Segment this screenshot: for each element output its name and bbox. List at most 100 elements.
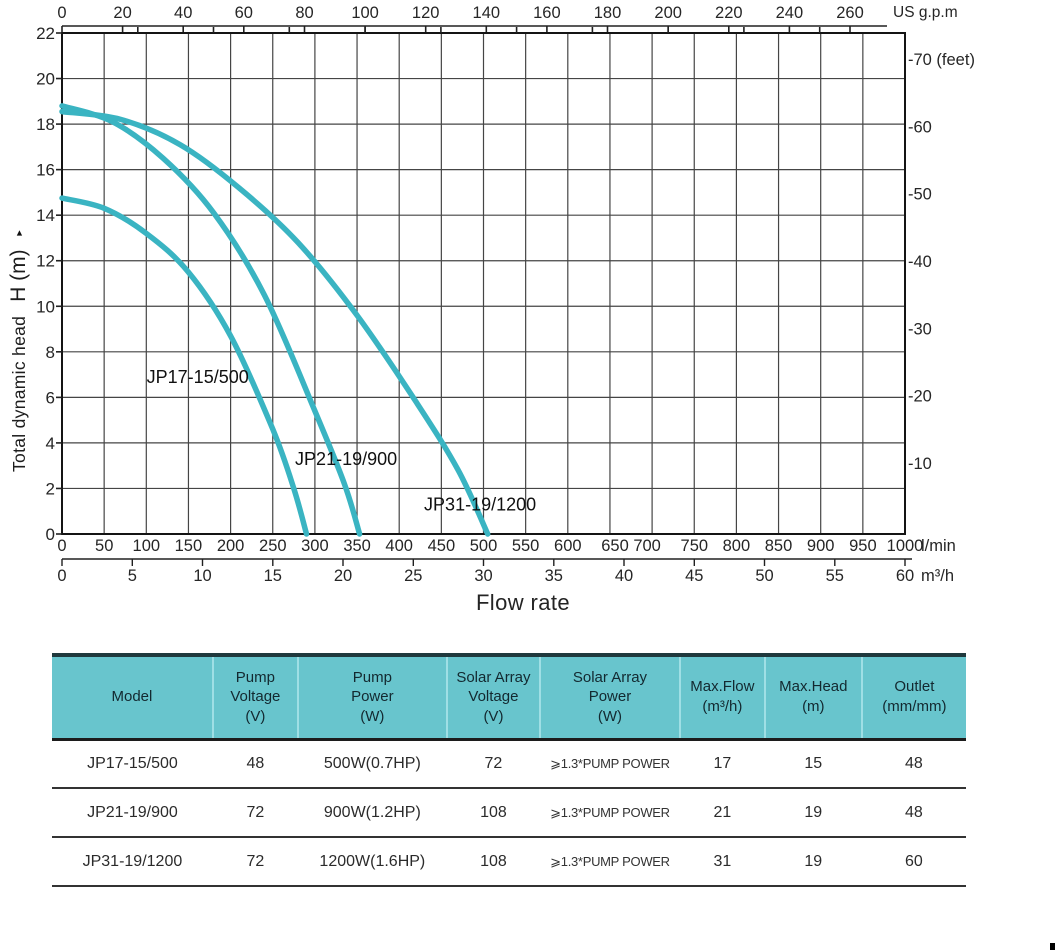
curve-label: JP31-19/1200 <box>424 494 536 514</box>
svg-text:40: 40 <box>174 4 192 22</box>
y-axis-title: Total dynamic head H (m) ► <box>2 104 36 472</box>
svg-text:10: 10 <box>36 297 55 316</box>
cell-pump-power: 500W(0.7HP) <box>297 739 447 789</box>
svg-text:80: 80 <box>295 4 313 22</box>
svg-text:12: 12 <box>36 252 55 271</box>
svg-text:15: 15 <box>264 567 282 585</box>
svg-text:50: 50 <box>755 567 773 585</box>
svg-text:5: 5 <box>128 567 137 585</box>
svg-text:22: 22 <box>36 24 55 43</box>
cell-pump-voltage: 48 <box>212 739 298 789</box>
svg-text:16: 16 <box>36 161 55 180</box>
table-header-row: Model Pump Voltage (V) Pump Power (W) Solar … <box>52 653 966 741</box>
svg-text:700: 700 <box>633 537 661 555</box>
cell-pump-power: 900W(1.2HP) <box>297 788 447 838</box>
svg-text:400: 400 <box>385 537 413 555</box>
svg-text:0: 0 <box>57 4 66 22</box>
svg-text:60: 60 <box>896 567 914 585</box>
svg-text:600: 600 <box>554 537 582 555</box>
svg-text:-70 (feet): -70 (feet) <box>908 51 975 69</box>
m3h-axis: 0 5 10 15 20 25 30 35 40 45 50 55 60 m³/h <box>57 558 954 585</box>
svg-text:6: 6 <box>46 388 55 407</box>
svg-text:300: 300 <box>301 537 329 555</box>
cell-pump-power: 1200W(1.6HP) <box>297 837 447 887</box>
curve-label: JP21-19/900 <box>295 449 397 469</box>
cell-pump-voltage: 72 <box>212 788 298 838</box>
head-m-axis: 0 2 4 6 8 10 12 14 16 18 20 22 <box>36 24 62 544</box>
lmin-axis: 0 50 100 150 200 250 300 350 400 450 500 550 600 650 7… <box>57 537 955 555</box>
table-row: JP21-19/900 72 900W(1.2HP) 108 ⩾1.3*PUMP… <box>52 788 966 838</box>
col-header-solar-array-power: Solar Array Power (W) <box>539 653 680 741</box>
table-row: JP17-15/500 48 500W(0.7HP) 72 ⩾1.3*PUMP … <box>52 739 966 789</box>
svg-text:450: 450 <box>428 537 456 555</box>
svg-text:20: 20 <box>113 4 131 22</box>
pump-curves <box>59 103 491 537</box>
curve-labels: JP17-15/500 JP21-19/900 JP31-19/1200 <box>147 367 536 515</box>
svg-text:120: 120 <box>412 4 440 22</box>
cell-max-flow: 31 <box>679 837 765 887</box>
svg-text:250: 250 <box>259 537 287 555</box>
svg-text:14: 14 <box>36 206 55 225</box>
svg-text:200: 200 <box>654 4 682 22</box>
svg-text:-60: -60 <box>908 118 932 136</box>
x-axis-title: Flow rate <box>475 590 571 615</box>
svg-text:25: 25 <box>404 567 422 585</box>
svg-text:650: 650 <box>601 537 629 555</box>
axis-direction-arrow-icon: ► <box>14 228 24 238</box>
svg-text:140: 140 <box>473 4 501 22</box>
svg-text:35: 35 <box>545 567 563 585</box>
gridlines <box>62 33 905 534</box>
svg-text:260: 260 <box>836 4 864 22</box>
feet-axis: -70 (feet) -60 -50 -40 -30 -20 -10 <box>908 51 975 473</box>
svg-text:18: 18 <box>36 115 55 134</box>
usgpm-axis: 0 20 40 60 80 100 120 140 160 180 200 220 240 260 US g… <box>57 4 958 32</box>
cell-pump-voltage: 72 <box>212 837 298 887</box>
svg-text:0: 0 <box>46 525 55 544</box>
svg-text:-10: -10 <box>908 455 932 473</box>
svg-text:40: 40 <box>615 567 633 585</box>
svg-text:20: 20 <box>36 70 55 89</box>
svg-text:4: 4 <box>46 434 55 453</box>
svg-text:100: 100 <box>351 4 379 22</box>
svg-text:-30: -30 <box>908 320 932 338</box>
svg-text:-50: -50 <box>908 186 932 204</box>
svg-text:200: 200 <box>217 537 245 555</box>
table-row: JP31-19/1200 72 1200W(1.6HP) 108 ⩾1.3*PU… <box>52 837 966 887</box>
cell-solar-power: ⩾1.3*PUMP POWER <box>540 837 680 887</box>
svg-text:0: 0 <box>57 567 66 585</box>
pump-curves-chart: 0 20 40 60 80 100 120 140 160 180 200 220 240 260 US g… <box>36 4 975 585</box>
cell-solar-voltage: 108 <box>446 837 541 887</box>
cell-model: JP31-19/1200 <box>52 837 213 887</box>
cell-max-flow: 21 <box>679 788 765 838</box>
svg-text:1000: 1000 <box>887 537 924 555</box>
cell-outlet: 48 <box>861 788 966 838</box>
cell-model: JP17-15/500 <box>52 739 213 789</box>
svg-text:8: 8 <box>46 343 55 362</box>
svg-text:US g.p.m: US g.p.m <box>893 4 958 21</box>
svg-text:60: 60 <box>235 4 253 22</box>
svg-text:45: 45 <box>685 567 703 585</box>
svg-text:10: 10 <box>193 567 211 585</box>
cell-solar-voltage: 108 <box>446 788 541 838</box>
svg-text:550: 550 <box>512 537 540 555</box>
cell-outlet: 60 <box>861 837 966 887</box>
svg-text:-20: -20 <box>908 388 932 406</box>
plot-frame <box>61 32 906 535</box>
cell-solar-voltage: 72 <box>446 739 541 789</box>
svg-text:800: 800 <box>723 537 751 555</box>
svg-text:240: 240 <box>776 4 804 22</box>
svg-text:m³/h: m³/h <box>921 567 954 585</box>
svg-text:55: 55 <box>826 567 844 585</box>
y-axis-symbol: H (m) <box>7 249 30 302</box>
col-header-outlet: Outlet (mm/mm) <box>860 653 966 741</box>
cell-max-head: 15 <box>764 739 862 789</box>
svg-text:180: 180 <box>594 4 622 22</box>
svg-text:2: 2 <box>46 480 55 499</box>
col-header-pump-power: Pump Power (W) <box>296 653 447 741</box>
svg-text:l/min: l/min <box>921 537 956 555</box>
svg-text:900: 900 <box>807 537 835 555</box>
svg-text:100: 100 <box>133 537 161 555</box>
y-axis-title-text: Total dynamic head <box>8 315 29 472</box>
pump-spec-table: Model Pump Voltage (V) Pump Power (W) Solar … <box>52 653 966 887</box>
